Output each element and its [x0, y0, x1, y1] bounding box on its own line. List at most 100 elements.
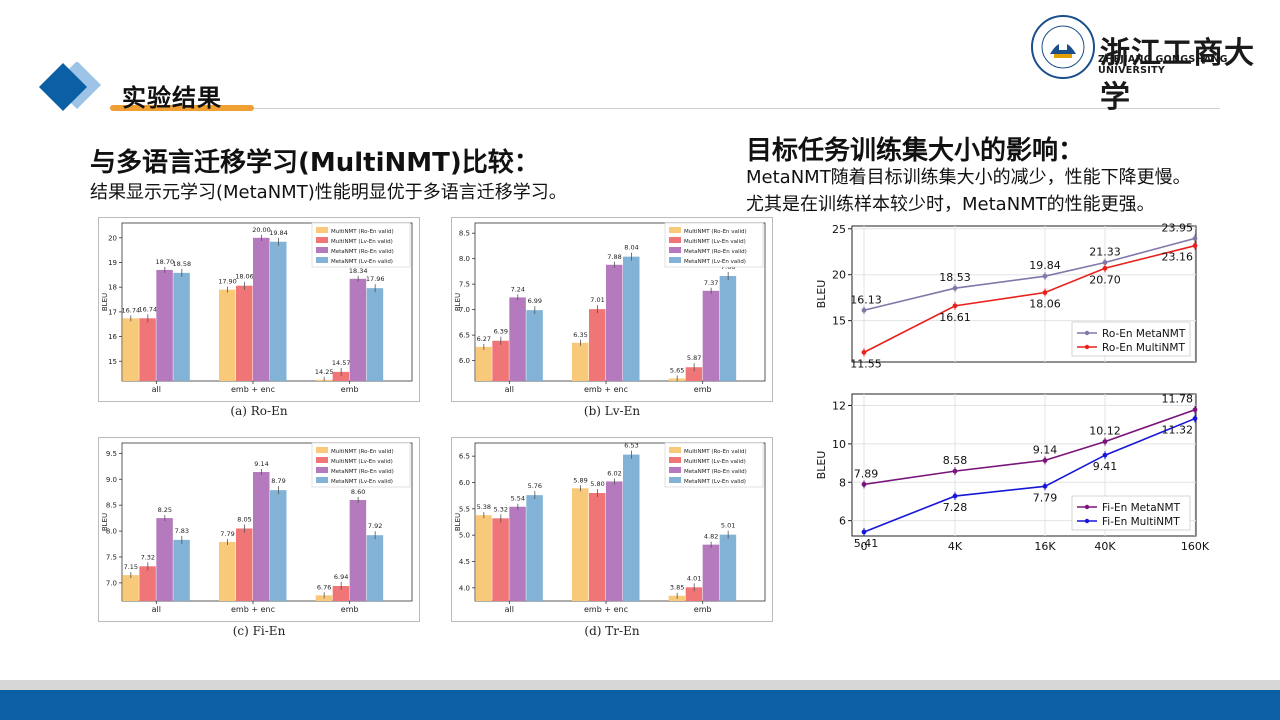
y-tick-label: 8	[839, 476, 846, 489]
bar	[253, 472, 270, 601]
comparison-subtext: 结果显示元学习(MetaNMT)性能明显优于多语言迁移学习。	[90, 182, 567, 203]
y-tick-label: 7.5	[459, 281, 470, 289]
bar-value-label: 14.57	[332, 359, 351, 367]
bar-value-label: 6.35	[573, 331, 587, 339]
point-value-label: 11.32	[1162, 424, 1194, 437]
bar	[366, 535, 384, 601]
bar-value-label: 18.70	[156, 258, 175, 266]
legend	[311, 222, 411, 268]
y-tick-label: 6	[839, 515, 846, 528]
x-tick-label: 160K	[1181, 540, 1210, 552]
bar-value-label: 5.01	[721, 522, 735, 530]
y-tick-label: 20	[108, 234, 117, 242]
y-axis-label: BLEU	[815, 451, 828, 480]
legend-swatch	[316, 227, 328, 233]
bar	[139, 566, 156, 601]
comparison-heading: 与多语言迁移学习(MultiNMT)比较：	[90, 148, 540, 178]
bar-value-label: 14.25	[315, 368, 334, 376]
point-value-label: 11.78	[1162, 393, 1194, 406]
bar-value-label: 5.65	[670, 366, 684, 374]
y-tick-label: 6.5	[459, 453, 470, 461]
legend-label: MultiNMT (Ro-En valid)	[684, 229, 747, 235]
caption-fi-en: (c) Fi-En	[232, 624, 286, 638]
bar-value-label: 8.25	[158, 506, 172, 514]
y-axis-label: BLEU	[454, 513, 462, 531]
line-chart-fi-en: 6 8 10 12 0 4K 16K 40K 160K BLEU 7.89 8.58 9.14 10.12…	[815, 393, 1210, 552]
university-name: 浙江工商大学	[1100, 36, 1255, 115]
legend-swatch	[669, 457, 681, 463]
bar-value-label: 7.83	[175, 527, 189, 535]
bar-value-label: 7.88	[607, 253, 621, 261]
bar-value-label: 8.04	[624, 244, 638, 252]
legend-label: MetaNMT (Ro-En valid)	[684, 249, 747, 255]
bar	[156, 518, 173, 601]
point-value-label: 21.33	[1089, 245, 1121, 258]
bar-value-label: 4.01	[687, 574, 701, 582]
bar	[589, 309, 606, 381]
bar-value-label: 8.05	[237, 515, 251, 523]
bar-chart-tr-en: 4.0 4.5 5.0 5.5 6.0 6.5 BLEU all 5.38 5.325.545.7…	[451, 437, 773, 622]
x-category-label: all	[152, 385, 161, 394]
legend-swatch	[316, 467, 328, 473]
bar-value-label: 7.24	[511, 285, 525, 293]
legend-marker	[1084, 504, 1090, 510]
bar	[270, 241, 287, 381]
point-value-label: 7.89	[854, 467, 879, 480]
point-value-label: 23.16	[1162, 251, 1194, 264]
legend-marker	[1084, 518, 1090, 524]
point-value-label: 5.41	[854, 537, 879, 550]
size-impact-line-2: 尤其是在训练样本较少时，MetaNMT的性能更强。	[746, 194, 1155, 215]
bar	[219, 541, 236, 601]
legend-label: MultiNMT (Lv-En valid)	[331, 459, 393, 465]
legend-label: MetaNMT (Ro-En valid)	[684, 469, 747, 475]
y-tick-label: 15	[832, 315, 846, 328]
y-tick-label: 6.5	[459, 332, 470, 340]
point-value-label: 18.53	[939, 271, 971, 284]
bar-value-label: 5.87	[687, 354, 701, 362]
bar-value-label: 7.92	[368, 522, 382, 530]
bar-value-label: 7.79	[220, 530, 234, 538]
point-value-label: 9.41	[1093, 460, 1118, 473]
caption-lv-en: (b) Lv-En	[583, 404, 641, 418]
bar-value-label: 7.37	[704, 279, 718, 287]
bar	[156, 269, 173, 381]
legend-label: MultiNMT (Lv-En valid)	[331, 239, 393, 245]
bar-value-label: 7.32	[141, 553, 155, 561]
bar-value-label: 16.74	[122, 306, 141, 314]
legend-label: Fi-En MetaNMT	[1102, 502, 1181, 514]
point-value-label: 18.06	[1029, 298, 1061, 311]
legend-swatch	[669, 477, 681, 483]
legend	[1071, 495, 1191, 531]
bar-value-label: 18.34	[349, 267, 368, 275]
legend-label: MultiNMT (Ro-En valid)	[331, 449, 394, 455]
bar	[526, 310, 543, 381]
bar	[572, 488, 589, 601]
legend	[664, 222, 764, 268]
bar-value-label: 6.53	[624, 442, 638, 450]
x-category-label: emb	[341, 385, 359, 394]
bar-value-label: 6.99	[528, 297, 542, 305]
point-value-label: 10.12	[1089, 425, 1121, 438]
bar	[685, 367, 703, 381]
point-value-label: 23.95	[1162, 221, 1194, 234]
legend-label: Fi-En MultiNMT	[1102, 516, 1180, 528]
point-value-label: 20.70	[1089, 273, 1121, 286]
bar	[475, 515, 492, 601]
bar	[623, 256, 640, 381]
x-tick-label: 4K	[948, 540, 963, 552]
bar-value-label: 8.79	[271, 477, 285, 485]
bar-value-label: 16.74	[139, 305, 158, 313]
x-category-label: emb	[694, 385, 712, 394]
x-tick-label: 0	[861, 540, 868, 552]
x-tick-label: 16K	[1034, 540, 1056, 552]
y-tick-label: 20	[832, 269, 846, 282]
legend-swatch	[669, 467, 681, 473]
bar-value-label: 4.82	[704, 533, 718, 541]
bar-value-label: 5.76	[528, 482, 542, 490]
bar-value-label: 8.60	[351, 488, 365, 496]
bar-value-label: 6.76	[317, 583, 331, 591]
bar-value-label: 7.01	[590, 296, 604, 304]
bar-value-label: 18.06	[235, 273, 254, 281]
legend-swatch	[316, 477, 328, 483]
